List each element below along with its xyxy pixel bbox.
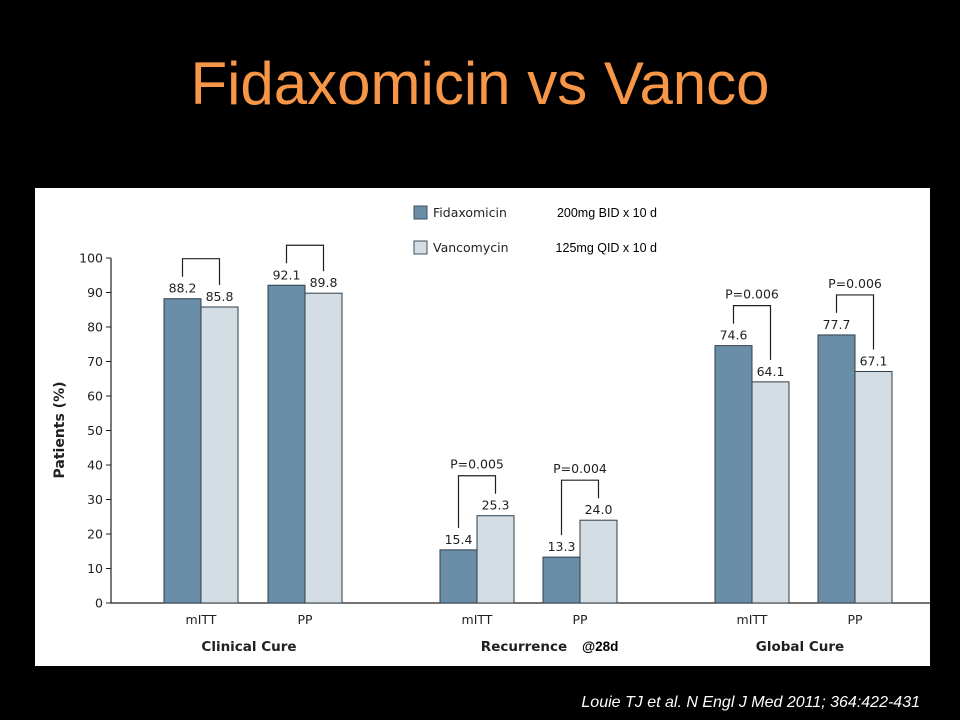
subgroup-label: PP [297, 612, 313, 627]
data-label: 15.4 [445, 532, 473, 547]
data-label: 64.1 [757, 364, 785, 379]
data-label: 85.8 [206, 289, 234, 304]
data-label: 77.7 [823, 317, 851, 332]
bar-fidaxomicin [267, 284, 306, 604]
bar-chart: 0 10 20 30 40 50 60 70 80 90 100 Patients (%) Fidaxo… [52, 205, 930, 655]
y-tick-label: 50 [87, 423, 103, 438]
bar-fidaxomicin [163, 298, 202, 604]
comparison-bracket [560, 479, 600, 536]
y-axis-title: Patients (%) [52, 381, 68, 478]
bar-fidaxomicin [817, 334, 856, 604]
legend-label-vancomycin: Vancomycin [433, 240, 509, 255]
bar-vancomycin [579, 519, 618, 604]
y-tick-label: 60 [87, 389, 103, 404]
subgroup-label: mITT [462, 612, 493, 627]
group-label: Global Cure [756, 639, 844, 655]
slide-title: Fidaxomicin vs Vanco [190, 50, 770, 117]
data-label: 74.6 [720, 328, 748, 343]
comparison-bracket [457, 475, 497, 528]
data-label: 13.3 [548, 539, 576, 554]
y-tick-label: 90 [87, 285, 103, 300]
bar-fidaxomicin [714, 345, 753, 604]
legend-dosage-note: 125mg QID x 10 d [556, 241, 657, 255]
legend-swatch-fidaxomicin [413, 205, 428, 220]
y-tick-label: 40 [87, 458, 103, 473]
p-value-label: P=0.006 [828, 276, 882, 291]
data-label: 25.3 [482, 498, 510, 513]
bar-vancomycin [200, 306, 239, 604]
comparison-bracket [285, 244, 325, 272]
legend-dosage-note: 200mg BID x 10 d [557, 206, 657, 220]
data-label: 67.1 [860, 354, 888, 369]
data-label: 24.0 [585, 502, 613, 517]
comparison-bracket [732, 305, 772, 360]
subgroup-label: mITT [186, 612, 217, 627]
chart-panel: 0 10 20 30 40 50 60 70 80 90 100 Patients (%) Fidaxo… [35, 188, 930, 666]
group-label: Recurrence [481, 639, 567, 655]
legend-label-fidaxomicin: Fidaxomicin [433, 205, 507, 220]
p-value-label: P=0.004 [553, 461, 607, 476]
group-note: @28d [582, 639, 618, 654]
y-tick-label: 0 [95, 596, 103, 611]
bar-fidaxomicin [439, 549, 478, 604]
citation: Louie TJ et al. N Engl J Med 2011; 364:4… [581, 694, 920, 711]
comparison-bracket [835, 294, 875, 350]
group-label: Clinical Cure [201, 639, 296, 655]
comparison-bracket [181, 258, 221, 285]
bar-vancomycin [304, 292, 343, 604]
bar-vancomycin [476, 515, 515, 604]
y-tick-label: 100 [79, 251, 103, 266]
y-tick-label: 30 [87, 492, 103, 507]
subgroup-label: PP [847, 612, 863, 627]
y-tick-label: 70 [87, 354, 103, 369]
subgroup-label: mITT [737, 612, 768, 627]
y-tick-label: 10 [87, 561, 103, 576]
bar-fidaxomicin [542, 556, 581, 604]
data-label: 89.8 [310, 275, 338, 290]
bar-vancomycin [751, 381, 790, 604]
subgroup-label: PP [572, 612, 588, 627]
y-tick-label: 20 [87, 527, 103, 542]
bar-vancomycin [854, 371, 893, 604]
data-label: 92.1 [273, 267, 301, 282]
p-value-label: P=0.006 [725, 287, 779, 302]
data-label: 88.2 [169, 281, 197, 296]
y-tick-label: 80 [87, 320, 103, 335]
p-value-label: P=0.005 [450, 457, 504, 472]
legend-swatch-vancomycin [413, 240, 428, 255]
